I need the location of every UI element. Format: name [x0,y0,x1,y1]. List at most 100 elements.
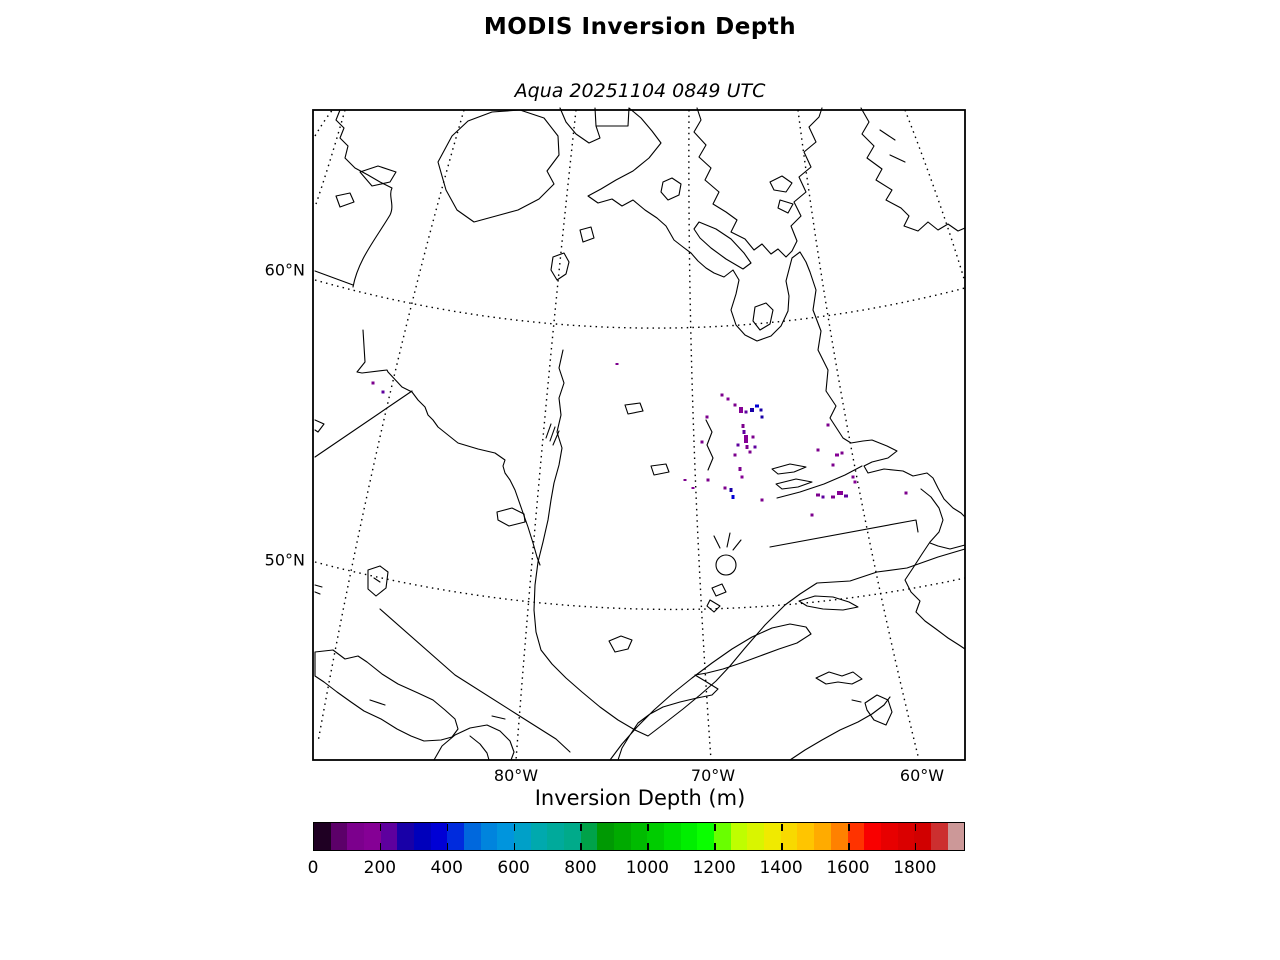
colorbar-segment [480,823,498,850]
data-point [904,491,908,495]
colorbar-segment [330,823,348,850]
colorbar-segment [580,823,598,850]
data-point [853,480,857,484]
figure-title: MODIS Inversion Depth [483,14,797,40]
colorbar-segment [364,823,381,850]
colorbar-segment [514,823,531,850]
colorbar-tick [847,823,850,831]
data-point [706,478,710,482]
data-point [831,463,835,467]
data-point [740,475,744,479]
colorbar-segment [614,823,631,850]
colorbar-segment [797,823,815,850]
colorbar-title: Inversion Depth (m) [534,786,746,810]
colorbar-segment [530,823,548,850]
data-point [851,475,855,479]
colorbar-tick [513,842,516,850]
colorbar-segment [497,823,515,850]
data-point [700,440,704,444]
data-point [810,513,814,517]
data-point [738,467,742,471]
data-point [705,415,709,419]
colorbar-segment [597,823,615,850]
colorbar-segment [564,823,581,850]
data-point [750,408,754,412]
data-point [745,445,749,449]
colorbar-segment [380,823,398,850]
colorbar [313,822,965,851]
colorbar-tick-label: 1400 [759,858,803,878]
parallel-60n [314,279,966,329]
data-point [831,495,835,499]
data-point [723,486,727,490]
colorbar-tick-label: 0 [307,858,319,878]
data-point [759,408,763,412]
data-point [733,403,737,407]
data-point [741,424,745,428]
colorbar-segment [647,823,665,850]
data-point [736,443,740,447]
data-point [744,410,748,414]
coastlines-layer [314,107,966,761]
data-point [840,451,844,455]
colorbar-segment [714,823,731,850]
colorbar-segment [730,823,748,850]
data-point [835,453,839,457]
colorbar-tick [914,842,917,850]
colorbar-tick-label: 1200 [692,858,736,878]
colorbar-tick-label: 600 [497,858,530,878]
colorbar-segment [897,823,915,850]
lat-label: 60°N [264,260,305,280]
data-point [821,495,825,499]
colorbar-tick [580,823,583,831]
data-point [371,381,375,385]
colorbar-tick [446,823,449,831]
parallel-70n [314,107,335,137]
data-point [816,493,820,497]
parallel-50n [314,561,966,611]
colorbar-segment [780,823,798,850]
colorbar-segment [830,823,848,850]
data-point [720,393,724,397]
graticule-layer [314,107,966,761]
colorbar-tick [379,823,382,831]
colorbar-tick-label: 1000 [625,858,669,878]
colorbar-segment [864,823,881,850]
data-point [744,435,748,443]
meridian-70w [688,109,712,761]
map-frame [312,109,966,761]
colorbar-segment [464,823,481,850]
colorbar-tick [781,842,783,850]
colorbar-segment [430,823,448,850]
colorbar-tick [647,842,649,850]
colorbar-tick [580,842,583,850]
colorbar-segment [630,823,648,850]
colorbar-segment [697,823,715,850]
colorbar-tick [714,842,716,850]
data-point [739,407,743,413]
colorbar-segment [414,823,431,850]
colorbar-segment [930,823,948,850]
colorbar-tick [647,823,649,831]
colorbar-segment [764,823,781,850]
lon-label: 80°W [493,766,539,785]
colorbar-segment [847,823,865,850]
data-point [726,397,730,401]
colorbar-segment [547,823,565,850]
data-point [733,453,737,457]
colorbar-segment [914,823,931,850]
colorbar-tick [914,823,917,831]
data-point [729,488,733,492]
figure-subtitle: Aqua 20251104 0849 UTC [514,80,766,102]
colorbar-segment [397,823,415,850]
colorbar-tick [513,823,516,831]
data-point [837,491,843,495]
colorbar-segment [747,823,765,850]
colorbar-segment [680,823,698,850]
meridian-60w [797,109,920,761]
colorbar-segment [664,823,681,850]
colorbar-segment [447,823,465,850]
data-point [826,423,830,427]
data-point [742,430,746,434]
meridian-50w [904,109,966,283]
